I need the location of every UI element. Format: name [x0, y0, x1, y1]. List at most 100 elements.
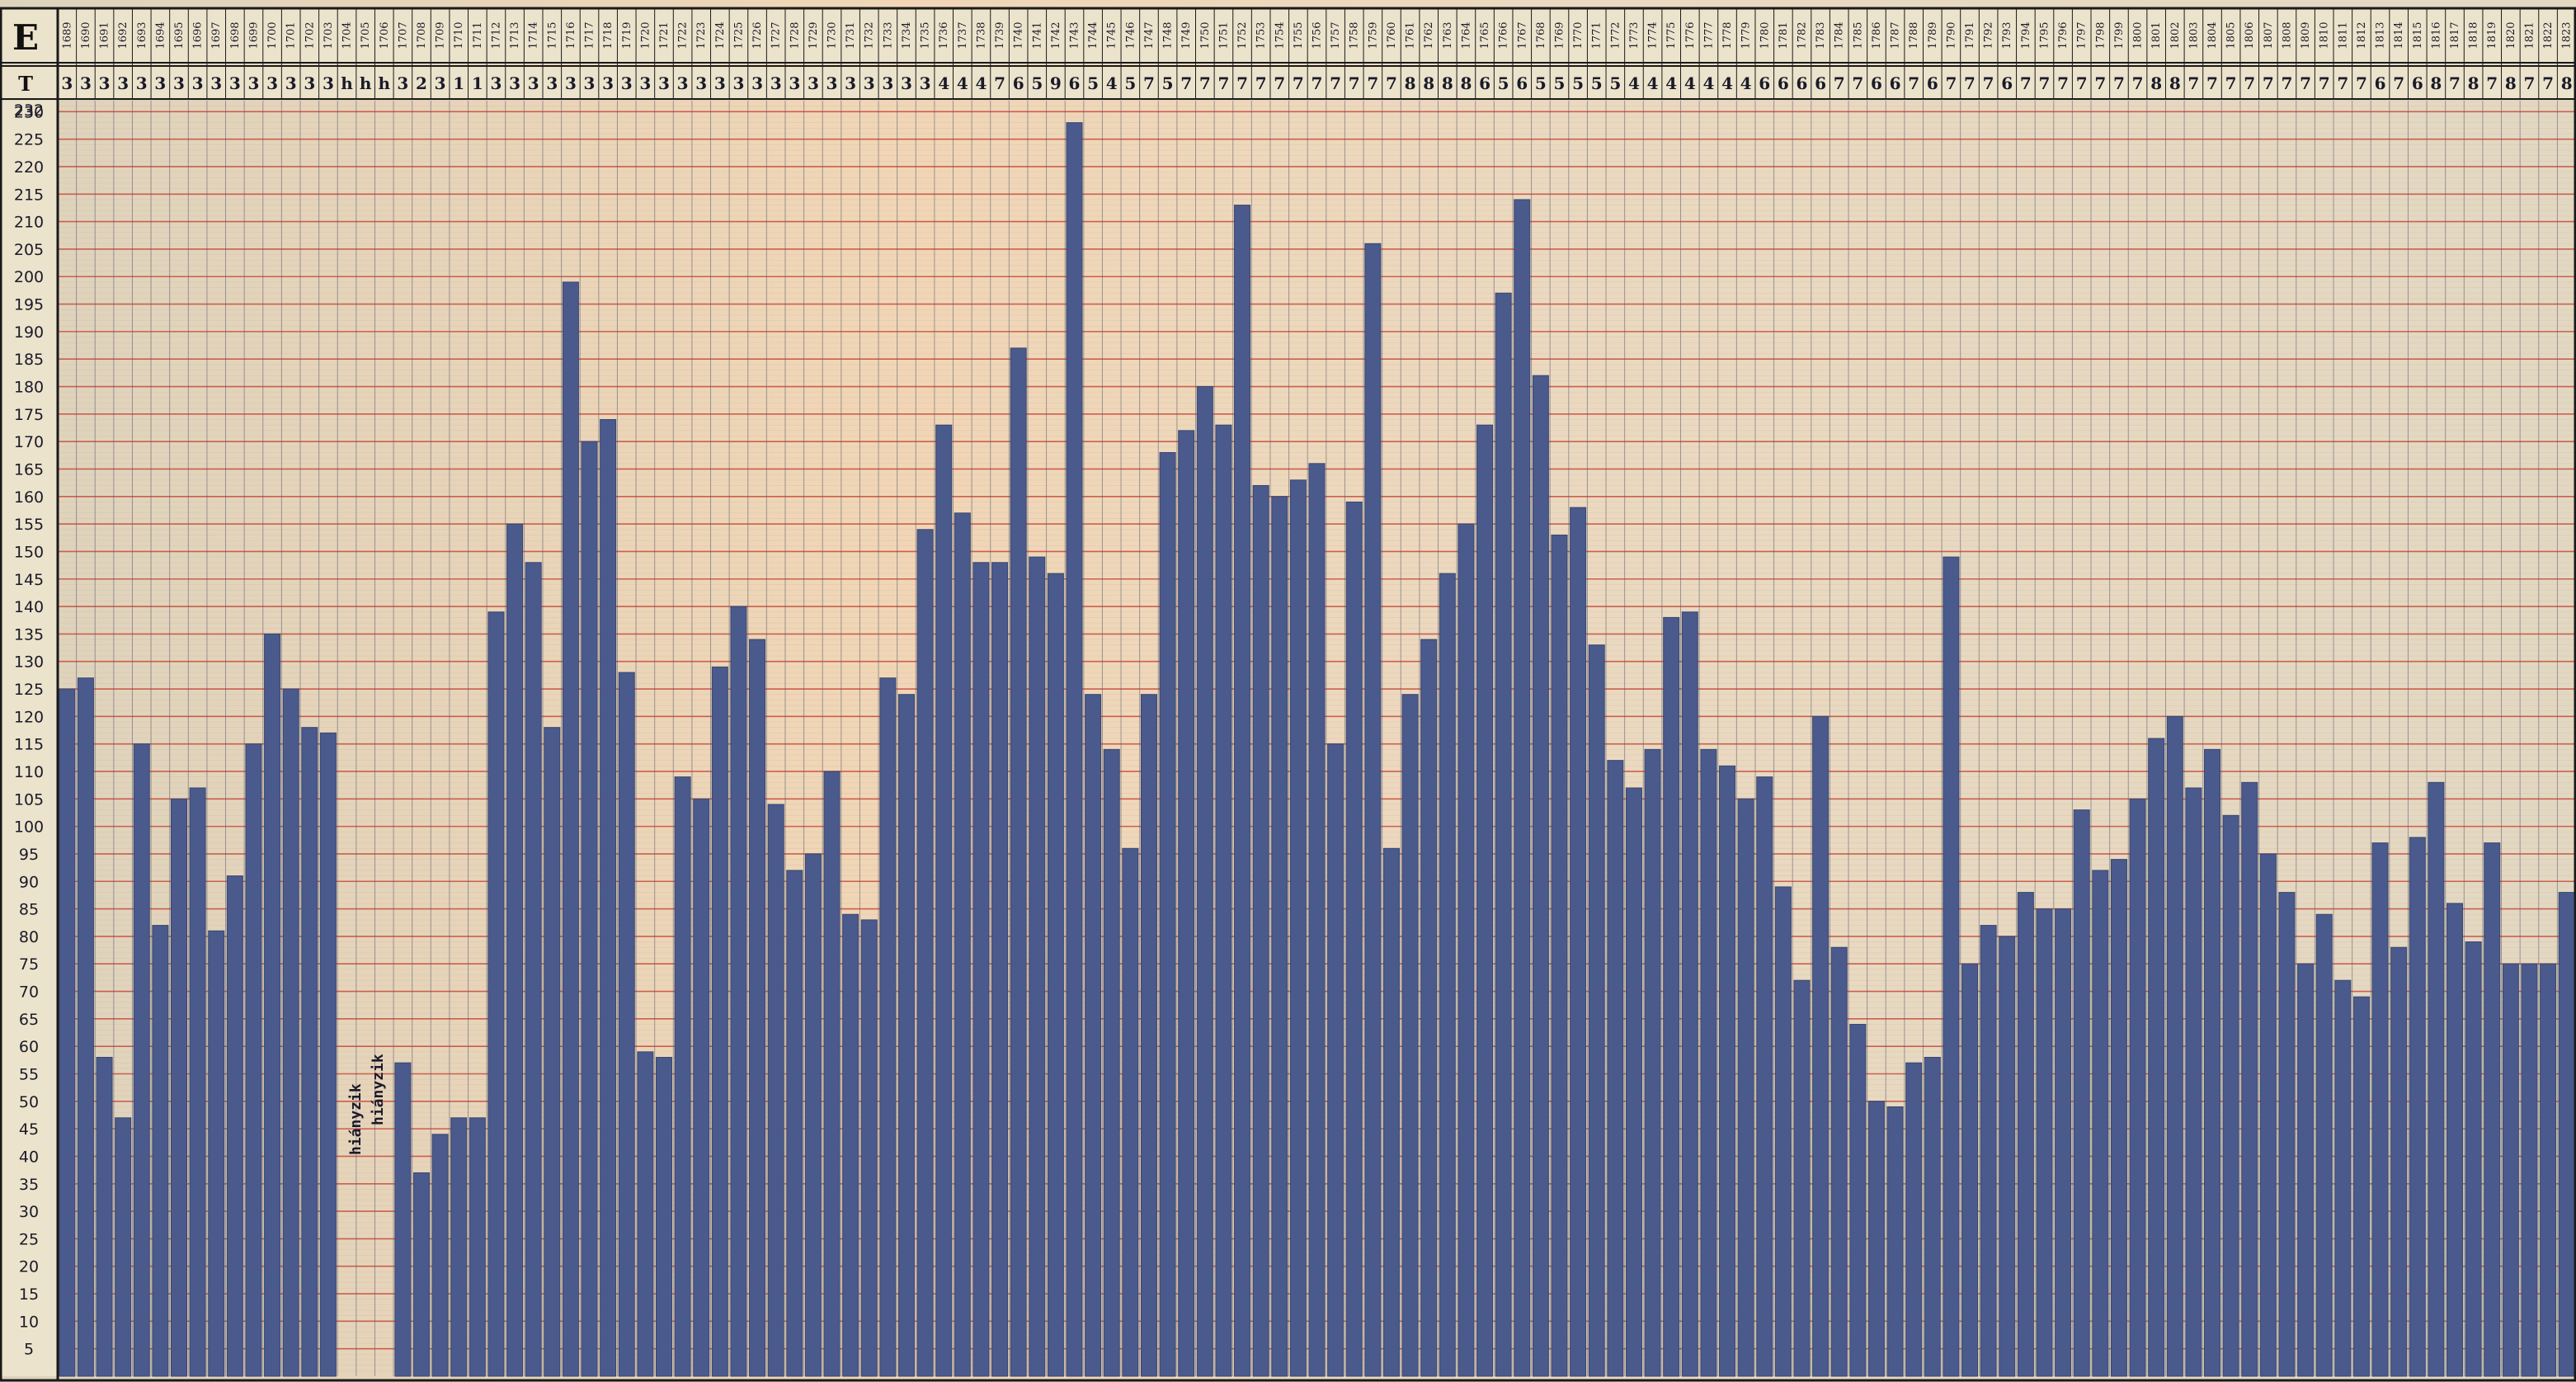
bar-1788: [1905, 1062, 1923, 1377]
t-value: 1: [472, 73, 483, 93]
t-value: 7: [2113, 73, 2125, 93]
year-label: 1708: [416, 21, 428, 49]
t-value: 3: [61, 73, 73, 93]
bar-1743: [1066, 122, 1083, 1377]
bar-1707: [394, 1062, 412, 1377]
header-table: ET16893169031691316923169331694316953169…: [0, 7, 2576, 100]
year-label: 1692: [117, 21, 130, 49]
bar-1696: [189, 787, 206, 1377]
year-label: 1720: [639, 21, 652, 49]
year-label: 1705: [360, 21, 372, 49]
year-label: 1701: [285, 21, 298, 49]
t-value: 3: [565, 73, 577, 93]
bar-1808: [2278, 892, 2296, 1377]
t-value: 6: [1871, 73, 1882, 93]
y-tick-label: 135: [14, 625, 44, 644]
t-value: 3: [210, 73, 222, 93]
t-value: 7: [1143, 73, 1155, 93]
year-label: 1715: [546, 21, 558, 49]
year-label: 1704: [341, 21, 354, 49]
bar-1744: [1085, 694, 1102, 1377]
bar-1738: [972, 562, 990, 1377]
year-label: 1700: [266, 21, 279, 49]
t-value: 6: [2412, 73, 2423, 93]
t-value: 3: [117, 73, 129, 93]
year-label: 1819: [2486, 21, 2498, 49]
year-label: 1807: [2263, 21, 2275, 49]
bar-1701: [282, 688, 299, 1377]
t-value: 6: [2001, 73, 2013, 93]
bar-1737: [954, 512, 971, 1377]
t-value: 3: [658, 73, 670, 93]
year-label: 1784: [1834, 21, 1846, 49]
t-value: 7: [2057, 73, 2069, 93]
t-value: h: [341, 73, 353, 93]
y-tick-label: 180: [14, 379, 44, 397]
y-tick-label: 210: [14, 214, 44, 232]
y-tick-label: 220: [14, 158, 44, 177]
year-label: 1728: [789, 21, 801, 49]
year-label: 1697: [210, 21, 223, 49]
t-value: 7: [1312, 73, 1323, 93]
year-label: 1790: [1945, 21, 1957, 49]
year-label: 1761: [1405, 21, 1417, 49]
year-label: 1808: [2281, 21, 2293, 49]
bar-1711: [469, 1117, 486, 1377]
year-label: 1811: [2337, 21, 2349, 49]
year-label: 1707: [397, 21, 409, 49]
year-label: 1771: [1591, 21, 1604, 49]
y-tick-label: 120: [14, 708, 44, 726]
bar-1758: [1345, 501, 1363, 1377]
bar-1817: [2446, 903, 2464, 1377]
year-label: 1809: [2300, 21, 2312, 49]
bar-1791: [1961, 963, 1979, 1377]
bar-1700: [264, 633, 281, 1377]
t-row-label: T: [18, 72, 33, 96]
y-tick-label: 20: [19, 1258, 39, 1276]
t-value: 6: [2375, 73, 2386, 93]
year-label: 1776: [1684, 21, 1697, 49]
t-value: 7: [2094, 73, 2106, 93]
bar-1708: [412, 1172, 430, 1377]
t-value: 6: [1927, 73, 1938, 93]
bar-1747: [1140, 694, 1157, 1377]
t-value: 5: [1087, 73, 1099, 93]
year-label: 1760: [1386, 21, 1398, 49]
year-label: 1779: [1740, 21, 1753, 49]
year-label: 1767: [1516, 21, 1528, 49]
t-value: 6: [1797, 73, 1808, 93]
y-tick-label: 190: [14, 323, 44, 342]
t-value: 3: [435, 73, 446, 93]
bar-1746: [1122, 847, 1139, 1377]
year-label: 1768: [1535, 21, 1547, 49]
t-value: 6: [1479, 73, 1491, 93]
y-tick-label: 130: [14, 653, 44, 672]
missing-data-label: hiányzik: [347, 1083, 365, 1155]
bar-1805: [2222, 814, 2239, 1377]
year-label: 1726: [751, 21, 764, 49]
year-label: 1799: [2113, 21, 2126, 49]
t-value: 7: [2039, 73, 2051, 93]
t-value: 3: [845, 73, 856, 93]
year-label: 1752: [1236, 21, 1249, 49]
year-label: 1690: [80, 21, 92, 49]
bar-1773: [1625, 787, 1642, 1377]
year-label: 1821: [2523, 21, 2536, 49]
t-value: 8: [1460, 73, 1472, 93]
t-value: 4: [1628, 73, 1640, 93]
bar-1726: [749, 639, 766, 1377]
t-value: 7: [2337, 73, 2348, 93]
year-label: 1810: [2319, 21, 2331, 49]
t-value: 7: [1274, 73, 1285, 93]
year-label: 1748: [1162, 21, 1175, 49]
t-value: 3: [770, 73, 782, 93]
t-value: 7: [1255, 73, 1267, 93]
bar-1727: [767, 804, 784, 1377]
y-tick-label: 35: [19, 1176, 39, 1194]
bar-1812: [2352, 996, 2370, 1377]
bar-1745: [1103, 748, 1120, 1377]
bar-1741: [1029, 556, 1046, 1377]
year-label: 1750: [1199, 21, 1212, 49]
t-value: 3: [901, 73, 912, 93]
year-label: 1816: [2430, 21, 2442, 49]
